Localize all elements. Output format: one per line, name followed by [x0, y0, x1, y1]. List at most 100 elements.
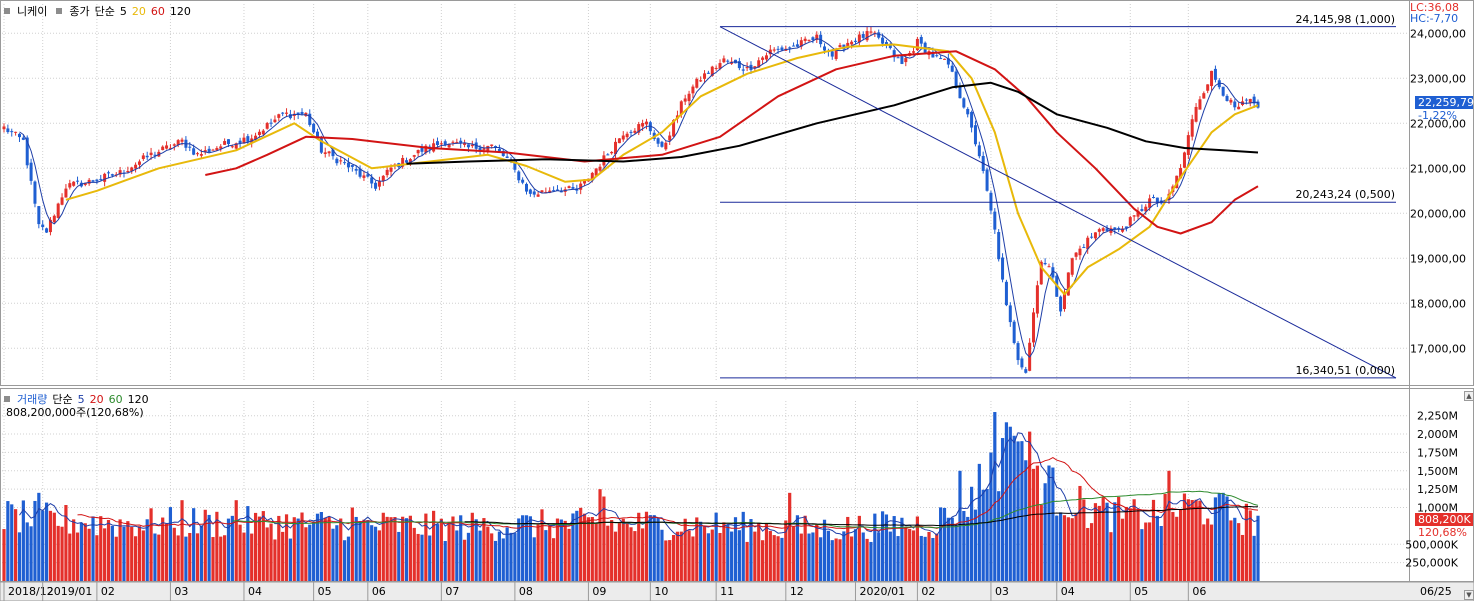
volume-bar: [64, 505, 68, 581]
candle-body: [447, 143, 451, 148]
volume-bar: [203, 509, 207, 581]
candle-body: [644, 121, 648, 125]
candle-body: [261, 130, 265, 135]
candle-body: [1066, 272, 1070, 296]
candle-body: [188, 146, 192, 148]
volume-bar: [362, 519, 366, 581]
panel-scroll-down-icon[interactable]: ▼: [1464, 590, 1474, 600]
candle-body: [219, 146, 223, 149]
candle-body: [354, 168, 358, 171]
volume-bar: [880, 511, 885, 581]
volume-bar: [1059, 512, 1063, 581]
candle-body: [199, 154, 203, 156]
candle-body: [830, 51, 834, 57]
panel-scroll-up-icon[interactable]: ▲: [1464, 391, 1474, 401]
volume-bar: [633, 531, 637, 581]
candle-body: [567, 186, 571, 189]
candle-body: [165, 145, 169, 149]
candle-body: [41, 224, 45, 228]
volume-bar: [1004, 422, 1009, 581]
volume-bar: [87, 528, 91, 581]
volume-bar: [710, 529, 714, 581]
volume-bar: [579, 507, 583, 581]
volume-bar: [451, 516, 455, 581]
candle-body: [497, 148, 501, 152]
legend-box-icon[interactable]: [56, 8, 63, 14]
legend-box-icon[interactable]: [4, 8, 10, 14]
volume-bar: [404, 518, 409, 581]
volume-bar: [486, 526, 490, 581]
volume-bar: [1225, 496, 1229, 581]
candle-body: [451, 141, 455, 143]
candle-body: [1043, 262, 1047, 265]
volume-bar: [1244, 503, 1248, 581]
candle-body: [137, 161, 141, 165]
volume-bar: [339, 518, 343, 581]
candle-body: [892, 50, 896, 58]
candle-body: [192, 148, 196, 155]
volume-bar: [1105, 502, 1109, 581]
volume-bar: [791, 526, 796, 581]
candle-body: [288, 114, 292, 119]
volume-bar: [118, 519, 122, 581]
volume-bar: [443, 540, 447, 581]
volume-bar: [416, 533, 420, 581]
volume-bar: [273, 539, 277, 581]
candle-body: [203, 150, 207, 153]
volume-bar: [625, 522, 629, 581]
candle-body: [788, 47, 792, 49]
volume-bar: [946, 517, 950, 581]
candle-body: [29, 162, 33, 181]
candle-body: [741, 69, 745, 71]
volume-bar: [722, 522, 726, 581]
candle-body: [346, 162, 350, 168]
volume-tick-label: 500,000K: [1405, 538, 1458, 551]
x-tick-label: 04: [1061, 585, 1075, 598]
candle-body: [385, 169, 389, 176]
volume-bar: [269, 523, 273, 581]
candle-body: [672, 120, 676, 137]
candle-body: [470, 144, 474, 147]
candle-body: [846, 42, 850, 48]
candle-body: [14, 131, 18, 133]
volume-bar: [505, 527, 509, 581]
volume-bar: [68, 533, 72, 581]
candle-body: [424, 145, 428, 153]
legend-box-icon[interactable]: [4, 396, 10, 402]
volume-bar: [130, 526, 134, 581]
volume-bar: [993, 412, 997, 581]
volume-bar: [393, 517, 397, 581]
volume-bar: [656, 517, 660, 581]
candle-body: [366, 174, 370, 177]
volume-bar: [1221, 492, 1225, 581]
candle-body: [91, 180, 95, 182]
volume-bar: [29, 526, 33, 581]
candle-body: [900, 55, 904, 64]
price-tick-label: 18,000,00: [1410, 297, 1466, 310]
candle-body: [1090, 236, 1094, 238]
volume-bar: [296, 518, 300, 581]
candle-body: [215, 148, 219, 151]
volume-bar: [1167, 470, 1171, 581]
candle-body: [118, 170, 122, 175]
candle-body: [950, 65, 954, 72]
volume-bar: [219, 536, 223, 581]
volume-bar: [524, 515, 529, 581]
volume-bar: [699, 521, 703, 581]
candle-body: [579, 183, 583, 190]
volume-legend-items: 거래량 단순 5 20 60 120: [17, 391, 154, 407]
candle-body: [1039, 261, 1043, 285]
volume-bar: [702, 526, 707, 581]
volume-bar: [1202, 524, 1206, 581]
candle-body: [331, 149, 335, 157]
volume-bar: [335, 525, 339, 581]
volume-bar: [586, 517, 591, 581]
candle-body: [943, 58, 946, 60]
volume-bar: [892, 516, 896, 581]
candle-body: [884, 42, 888, 46]
volume-bar: [346, 536, 351, 581]
volume-bar: [1217, 493, 1221, 581]
volume-bar: [459, 515, 463, 581]
candle-body: [1190, 119, 1194, 137]
volume-bar: [99, 516, 103, 581]
